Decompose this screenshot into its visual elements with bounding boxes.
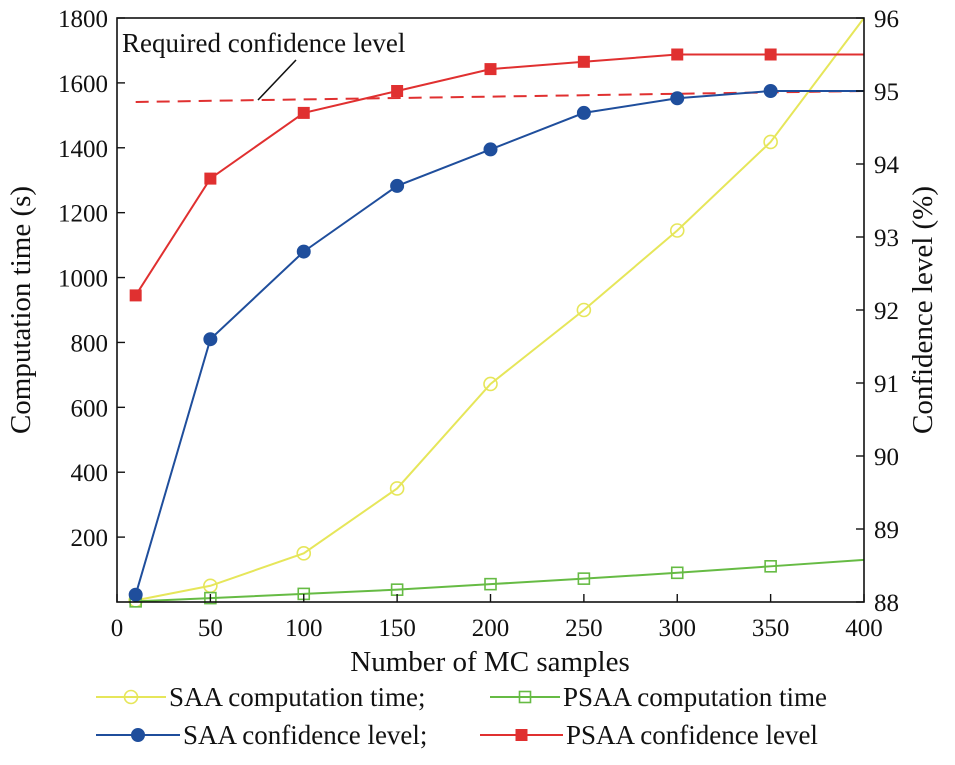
- left-y-tick-label: 1000: [58, 266, 108, 293]
- x-tick-label: 400: [845, 615, 883, 642]
- reference-line-group: [135, 90, 865, 103]
- left-y-tick-label: 1800: [58, 6, 108, 33]
- data-point: [671, 48, 684, 61]
- legend-entry-1: SAA computation time;: [96, 682, 426, 712]
- annotation-group: Required confidence level: [122, 28, 405, 101]
- series-line: [135, 17, 865, 602]
- left-y-tick-label: 600: [71, 395, 109, 422]
- x-tick-label: 300: [659, 615, 697, 642]
- legend-marker: [518, 690, 532, 704]
- series-line: [135, 558, 865, 603]
- x-tick-label: 200: [472, 615, 510, 642]
- legend-marker: [515, 729, 528, 741]
- data-point: [203, 332, 218, 347]
- data-point: [204, 591, 217, 605]
- left-y-tick-label: 1600: [58, 71, 108, 98]
- x-tick-label: 100: [285, 615, 323, 642]
- data-point: [576, 302, 592, 318]
- data-point: [483, 376, 498, 392]
- reference-label-leader: [257, 59, 297, 101]
- x-tick-label: 150: [378, 615, 416, 642]
- right-y-tick-label: 90: [874, 444, 899, 471]
- data-point: [389, 481, 405, 496]
- data-point: [764, 560, 777, 573]
- x-tick-label: 0: [111, 615, 124, 642]
- legend-entry-4: PSAA confidence level: [480, 720, 818, 750]
- series-line: [134, 90, 864, 595]
- data-point: [129, 289, 142, 302]
- data-point: [669, 223, 685, 238]
- data-point: [296, 244, 311, 259]
- data-point: [763, 134, 778, 150]
- legend-label: PSAA computation time: [563, 682, 827, 712]
- right-y-axis-title: Confidence level (%): [907, 186, 939, 434]
- data-point: [484, 577, 497, 591]
- data-point: [670, 91, 685, 106]
- right-y-tick-label: 92: [874, 298, 899, 325]
- right-y-tick-label: 96: [874, 6, 899, 33]
- series-4: [129, 48, 864, 302]
- legend-marker: [131, 728, 145, 742]
- x-tick-label: 350: [752, 615, 790, 642]
- data-point: [128, 587, 143, 602]
- series-line: [134, 53, 864, 296]
- x-axis-title: Number of MC samples: [350, 646, 630, 678]
- legend-label: SAA confidence level;: [183, 720, 427, 750]
- data-point: [484, 63, 497, 76]
- legend-entry-3: SAA confidence level;: [96, 720, 427, 750]
- right-y-tick-label: 88: [874, 590, 899, 617]
- legend-entry-2: PSAA computation time: [490, 682, 827, 712]
- reference-line-label: Required confidence level: [122, 28, 405, 58]
- left-y-tick-label: 800: [71, 330, 109, 357]
- right-y-tick-label: 93: [874, 225, 899, 252]
- data-point: [297, 106, 310, 119]
- reference-line: [135, 90, 865, 103]
- left-y-tick-label: 200: [71, 525, 109, 552]
- series-group: [128, 17, 865, 608]
- legend-label: PSAA confidence level: [566, 720, 818, 750]
- legend: SAA computation time; PSAA computation ti…: [96, 682, 827, 750]
- data-point: [576, 105, 591, 120]
- left-y-tick-label: 400: [71, 460, 109, 487]
- right-y-tick-label: 89: [874, 517, 899, 544]
- axes-group: 0 50 100 150 200 250 300 350 400 200 400 600 800 1000…: [58, 6, 900, 642]
- data-point: [577, 572, 591, 585]
- left-y-tick-label: 1400: [58, 136, 108, 163]
- legend-marker: [123, 689, 139, 705]
- data-point: [670, 566, 684, 580]
- x-tick-label: 50: [198, 615, 223, 642]
- series-2: [129, 558, 865, 608]
- data-point: [296, 546, 312, 561]
- right-y-tick-label: 95: [874, 79, 899, 106]
- x-tick-label: 250: [565, 615, 603, 642]
- series-3: [128, 84, 864, 602]
- right-y-tick-label: 91: [874, 371, 899, 398]
- left-y-axis-title: Computation time (s): [5, 186, 37, 434]
- legend-label: SAA computation time;: [169, 682, 426, 712]
- data-point: [764, 48, 777, 61]
- data-point: [390, 178, 405, 193]
- data-point: [204, 172, 217, 185]
- data-point: [391, 85, 404, 97]
- left-y-tick-label: 1200: [58, 201, 108, 228]
- right-y-tick-label: 94: [874, 152, 900, 179]
- plot-frame: [116, 17, 865, 603]
- data-point: [483, 142, 498, 157]
- data-point: [763, 84, 778, 98]
- data-point: [577, 55, 590, 68]
